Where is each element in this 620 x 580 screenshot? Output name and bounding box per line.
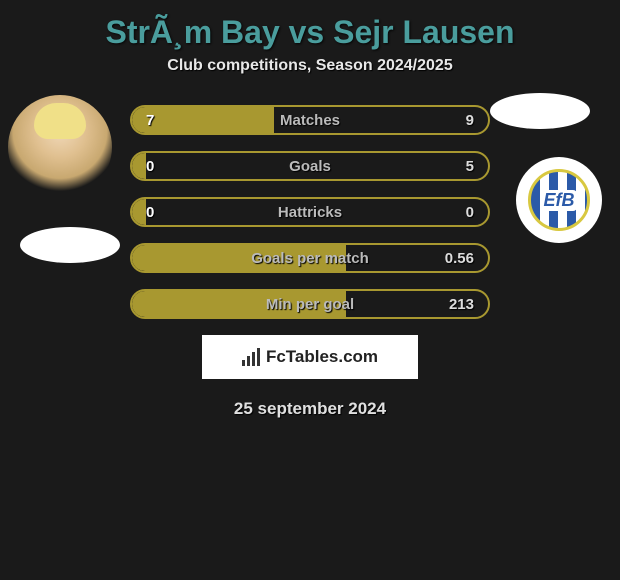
stat-row: 7 Matches 9 bbox=[130, 105, 490, 135]
subtitle: Club competitions, Season 2024/2025 bbox=[0, 57, 620, 75]
stat-row: 0 Goals 5 bbox=[130, 151, 490, 181]
chart-icon bbox=[242, 348, 260, 366]
date-label: 25 september 2024 bbox=[0, 399, 620, 419]
page-title: StrÃ¸m Bay vs Sejr Lausen bbox=[0, 0, 620, 57]
branding-text: FcTables.com bbox=[266, 347, 378, 367]
comparison-card: StrÃ¸m Bay vs Sejr Lausen Club competiti… bbox=[0, 0, 620, 419]
stats-area: EfB 7 Matches 9 0 Goals 5 0 Hattricks 0 Goals per… bbox=[0, 105, 620, 319]
stat-row: Min per goal 213 bbox=[130, 289, 490, 319]
stat-row: 0 Hattricks 0 bbox=[130, 197, 490, 227]
stat-value-left: 0 bbox=[146, 204, 154, 221]
stat-value-left: 0 bbox=[146, 158, 154, 175]
stat-value-right: 9 bbox=[466, 112, 474, 129]
player-right-placeholder bbox=[490, 93, 590, 129]
branding-box[interactable]: FcTables.com bbox=[202, 335, 418, 379]
stat-label: Min per goal bbox=[266, 296, 354, 313]
stat-value-left: 7 bbox=[146, 112, 154, 129]
stat-label: Goals per match bbox=[251, 250, 369, 267]
stat-label: Goals bbox=[289, 158, 331, 175]
club-right-initials: EfB bbox=[542, 190, 577, 211]
stat-value-right: 0.56 bbox=[445, 250, 474, 267]
bar-left bbox=[132, 199, 146, 225]
club-left-placeholder bbox=[20, 227, 120, 263]
stat-label: Matches bbox=[280, 112, 340, 129]
stat-value-right: 5 bbox=[466, 158, 474, 175]
stat-value-right: 0 bbox=[466, 204, 474, 221]
stat-row: Goals per match 0.56 bbox=[130, 243, 490, 273]
club-right-badge: EfB bbox=[516, 157, 602, 243]
stat-label: Hattricks bbox=[278, 204, 342, 221]
club-right-logo: EfB bbox=[528, 169, 590, 231]
bar-left bbox=[132, 153, 146, 179]
stat-value-right: 213 bbox=[449, 296, 474, 313]
player-left-avatar bbox=[8, 95, 112, 199]
